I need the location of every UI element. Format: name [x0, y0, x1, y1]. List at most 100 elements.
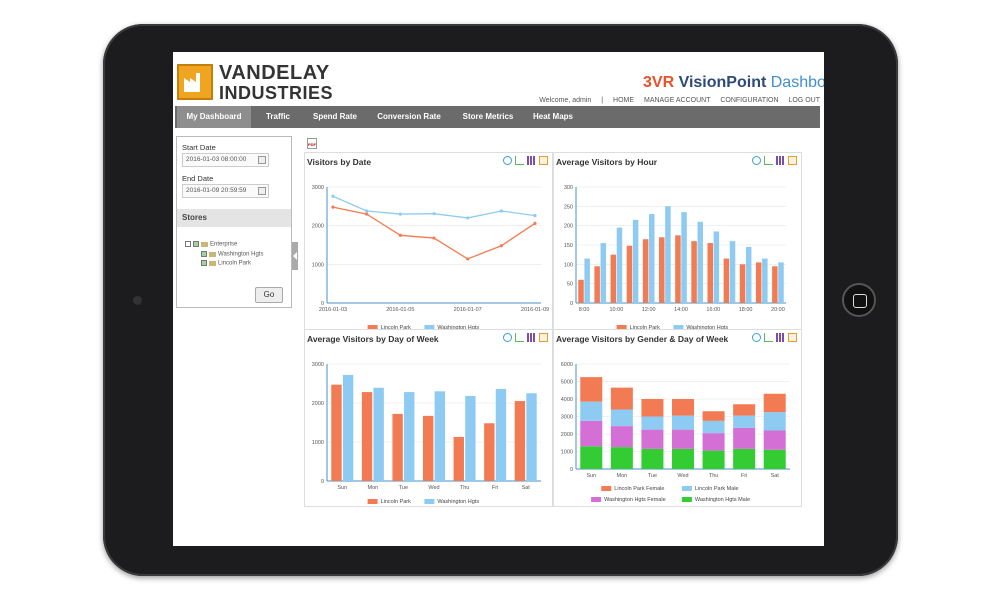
- refresh-icon[interactable]: [752, 333, 761, 342]
- refresh-icon[interactable]: [503, 333, 512, 342]
- legend-label: Washington Hgts: [437, 499, 479, 505]
- bar: [453, 436, 464, 481]
- tab-spend-rate[interactable]: Spend Rate: [312, 112, 357, 121]
- data-point: [398, 233, 402, 237]
- stacked-bar-segment: [671, 399, 695, 416]
- tree-label: Enterprise: [210, 241, 238, 248]
- start-date-label: Start Date: [182, 143, 216, 152]
- y-tick-label: 6000: [561, 362, 573, 368]
- y-tick-label: 2000: [561, 432, 573, 438]
- collapse-sidebar-handle[interactable]: [292, 242, 298, 270]
- bar: [659, 237, 665, 303]
- expand-icon[interactable]: [185, 241, 191, 247]
- go-button[interactable]: Go: [255, 287, 283, 303]
- line-chart-icon[interactable]: [764, 333, 773, 342]
- checkbox-washington[interactable]: [201, 251, 207, 257]
- calendar-icon[interactable]: [258, 187, 266, 195]
- x-tick-label: Thu: [460, 485, 469, 491]
- stacked-bar-segment: [641, 416, 664, 430]
- x-tick-label: Sun: [586, 473, 596, 479]
- data-point: [466, 257, 470, 261]
- tree-item-enterprise[interactable]: Enterprise: [185, 241, 237, 248]
- y-tick-label: 0: [321, 479, 324, 485]
- data-point: [365, 209, 369, 213]
- tree-item-washington[interactable]: Washington Hgts: [201, 251, 263, 258]
- bar-chart-icon[interactable]: [527, 333, 536, 342]
- x-tick-label: Tue: [399, 485, 408, 491]
- refresh-icon[interactable]: [503, 156, 512, 165]
- x-tick-label: Fri: [741, 473, 747, 479]
- tree-item-lincoln[interactable]: Lincoln Park: [201, 260, 251, 267]
- home-button[interactable]: [842, 283, 876, 317]
- download-icon[interactable]: [539, 333, 548, 342]
- stacked-bar-segment: [610, 409, 633, 427]
- panel-title: Visitors by Date: [307, 157, 372, 167]
- product-name: VisionPoint: [678, 74, 767, 91]
- start-date-field[interactable]: 2016-01-03 08:00:00: [182, 153, 269, 167]
- tab-traffic[interactable]: Traffic: [265, 112, 290, 121]
- link-logout[interactable]: LOG OUT: [788, 97, 820, 104]
- main-nav: My Dashboard Traffic Spend Rate Conversi…: [175, 106, 820, 128]
- line-chart-icon[interactable]: [515, 333, 524, 342]
- stacked-bar-segment: [641, 399, 664, 417]
- download-icon[interactable]: [788, 156, 797, 165]
- top-links: Welcome, admin | HOME MANAGE ACCOUNT CON…: [531, 97, 820, 104]
- bar: [404, 392, 415, 481]
- store-icon: [209, 251, 216, 257]
- end-date-field[interactable]: 2016-01-09 20:59:59: [182, 184, 269, 198]
- legend-swatch: [424, 499, 435, 504]
- bar: [681, 212, 687, 303]
- data-point: [499, 244, 503, 248]
- legend-swatch: [424, 325, 435, 330]
- store-icon: [209, 260, 216, 266]
- stacked-bar-segment: [702, 420, 725, 434]
- tab-store-metrics[interactable]: Store Metrics: [462, 112, 514, 121]
- download-icon[interactable]: [539, 156, 548, 165]
- tab-conversion-rate[interactable]: Conversion Rate: [377, 112, 441, 121]
- pdf-icon[interactable]: PDF: [307, 138, 317, 149]
- y-tick-label: 1000: [561, 450, 573, 456]
- bar-chart-icon[interactable]: [776, 333, 785, 342]
- y-tick-label: 0: [570, 301, 573, 307]
- bar: [594, 266, 600, 303]
- panel-title: Average Visitors by Gender & Day of Week: [556, 334, 729, 344]
- data-point: [331, 205, 335, 209]
- line-chart-icon[interactable]: [764, 156, 773, 165]
- header: VANDELAY INDUSTRIES 3VR VisionPoint Dash…: [173, 52, 824, 106]
- bar: [675, 235, 681, 303]
- legend-swatch: [601, 486, 612, 491]
- stacked-bar-segment: [580, 401, 603, 421]
- stacked-bar-segment: [610, 426, 633, 448]
- checkbox-lincoln[interactable]: [201, 260, 207, 266]
- link-manage-account[interactable]: MANAGE ACCOUNT: [643, 97, 711, 104]
- link-home[interactable]: HOME: [613, 97, 635, 104]
- y-tick-label: 3000: [312, 185, 324, 191]
- x-tick-label: 8:00: [579, 307, 590, 313]
- bar-chart-icon[interactable]: [776, 156, 785, 165]
- y-tick-label: 50: [567, 282, 573, 288]
- download-icon[interactable]: [788, 333, 797, 342]
- stacked-bar-segment: [671, 415, 695, 430]
- y-tick-label: 200: [564, 224, 573, 230]
- x-tick-label: Tue: [648, 473, 657, 479]
- stacked-bar-segment: [733, 448, 756, 469]
- refresh-icon[interactable]: [752, 156, 761, 165]
- checkbox-enterprise[interactable]: [193, 241, 199, 247]
- bar: [484, 423, 495, 481]
- x-tick-label: 12:00: [642, 307, 656, 313]
- line-chart-icon[interactable]: [515, 156, 524, 165]
- stacked-bar-segment: [763, 449, 786, 469]
- x-tick-label: Wed: [428, 485, 439, 491]
- bar-chart-icon[interactable]: [527, 156, 536, 165]
- panel-visitors-by-gender: Average Visitors by Gender & Day of Week…: [553, 329, 802, 507]
- tab-my-dashboard[interactable]: My Dashboard: [177, 106, 251, 128]
- bar: [434, 391, 446, 481]
- stacked-bar-chart: 0 1000 2000 3000 4000 5000 6000 Sun Mon Tue Wed Thu…: [561, 362, 790, 503]
- data-point: [331, 194, 335, 198]
- bar: [729, 241, 736, 303]
- calendar-icon[interactable]: [258, 156, 266, 164]
- tab-heat-maps[interactable]: Heat Maps: [532, 112, 573, 121]
- data-point: [432, 236, 436, 240]
- bar: [392, 413, 403, 481]
- link-configuration[interactable]: CONFIGURATION: [720, 97, 779, 104]
